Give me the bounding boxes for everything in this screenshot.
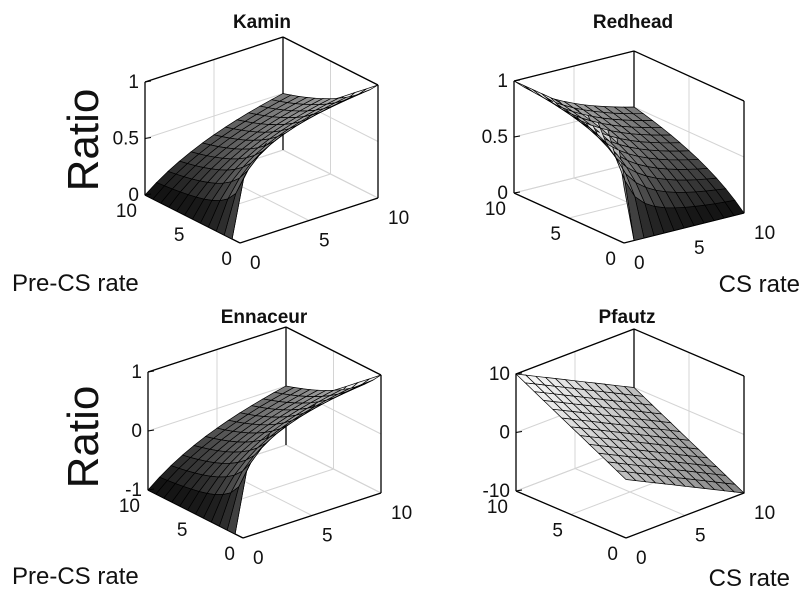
axis-label-cs-rate-bottom: CS rate (709, 565, 790, 589)
y-tick-label: 0 (605, 249, 616, 270)
y-tick-label: 10 (487, 497, 508, 518)
tick-labels: -10 0 10 0 5 10 0 5 10 (483, 364, 776, 569)
z-tick-label: 0 (131, 421, 142, 442)
x-tick-label: 5 (695, 526, 706, 547)
x-tick-label: 0 (250, 253, 261, 274)
x-tick-label: 5 (322, 526, 333, 547)
chart-title: Ennaceur (221, 307, 308, 328)
chart-title: Redhead (593, 12, 673, 33)
z-tick-label: 1 (128, 72, 139, 93)
z-tick-label: 1 (497, 71, 508, 92)
y-tick-label: 5 (177, 520, 188, 541)
y-tick-label: 0 (607, 544, 618, 565)
y-tick-label: 10 (116, 201, 137, 222)
axis-label-pre-cs-rate-bottom: Pre-CS rate (12, 563, 139, 589)
z-tick-label: 1 (131, 362, 142, 383)
surface (513, 80, 745, 241)
z-tick-label: 0 (499, 423, 510, 444)
axis-label-pre-cs-rate-top: Pre-CS rate (12, 270, 139, 297)
surface-patch (515, 373, 536, 385)
x-tick-label: 0 (634, 253, 645, 274)
y-tick-label: 10 (119, 496, 140, 517)
z-tick-label: 0 (497, 183, 508, 204)
chart-title: Kamin (233, 12, 291, 33)
z-tick-label: 0.5 (113, 129, 139, 150)
x-tick-label: 10 (388, 208, 409, 229)
chart-title: Pfautz (599, 307, 656, 328)
y-tick-label: 10 (485, 199, 506, 220)
surface (515, 373, 745, 494)
axis-label-cs-rate-top: CS rate (719, 271, 800, 298)
x-tick-label: 5 (694, 238, 705, 259)
y-tick-label: 5 (552, 521, 563, 542)
surface (147, 374, 382, 535)
x-tick-label: 10 (754, 223, 775, 244)
z-tick-label: -1 (125, 480, 142, 501)
z-tick-label: -10 (483, 481, 510, 502)
x-tick-label: 0 (253, 548, 264, 569)
surface-patch (147, 476, 168, 495)
surface-patch (144, 182, 165, 200)
y-tick-label: 0 (224, 544, 235, 565)
x-tick-label: 10 (391, 503, 412, 524)
z-tick-label: 10 (489, 364, 510, 385)
x-tick-label: 5 (319, 231, 330, 252)
surface (144, 84, 379, 240)
row-label-bottom: Ratio (59, 386, 108, 489)
row-label-top: Ratio (59, 89, 108, 192)
y-tick-label: 5 (550, 224, 561, 245)
chart-pfautz: Pfautz -10 0 10 0 5 10 0 5 10 (483, 307, 776, 569)
x-tick-label: 0 (636, 548, 647, 569)
y-tick-label: 5 (174, 225, 185, 246)
surface-patch (513, 80, 534, 93)
x-tick-label: 10 (754, 503, 775, 524)
y-tick-label: 0 (221, 249, 232, 270)
z-tick-label: 0.5 (482, 127, 508, 148)
z-tick-label: 0 (128, 185, 139, 206)
